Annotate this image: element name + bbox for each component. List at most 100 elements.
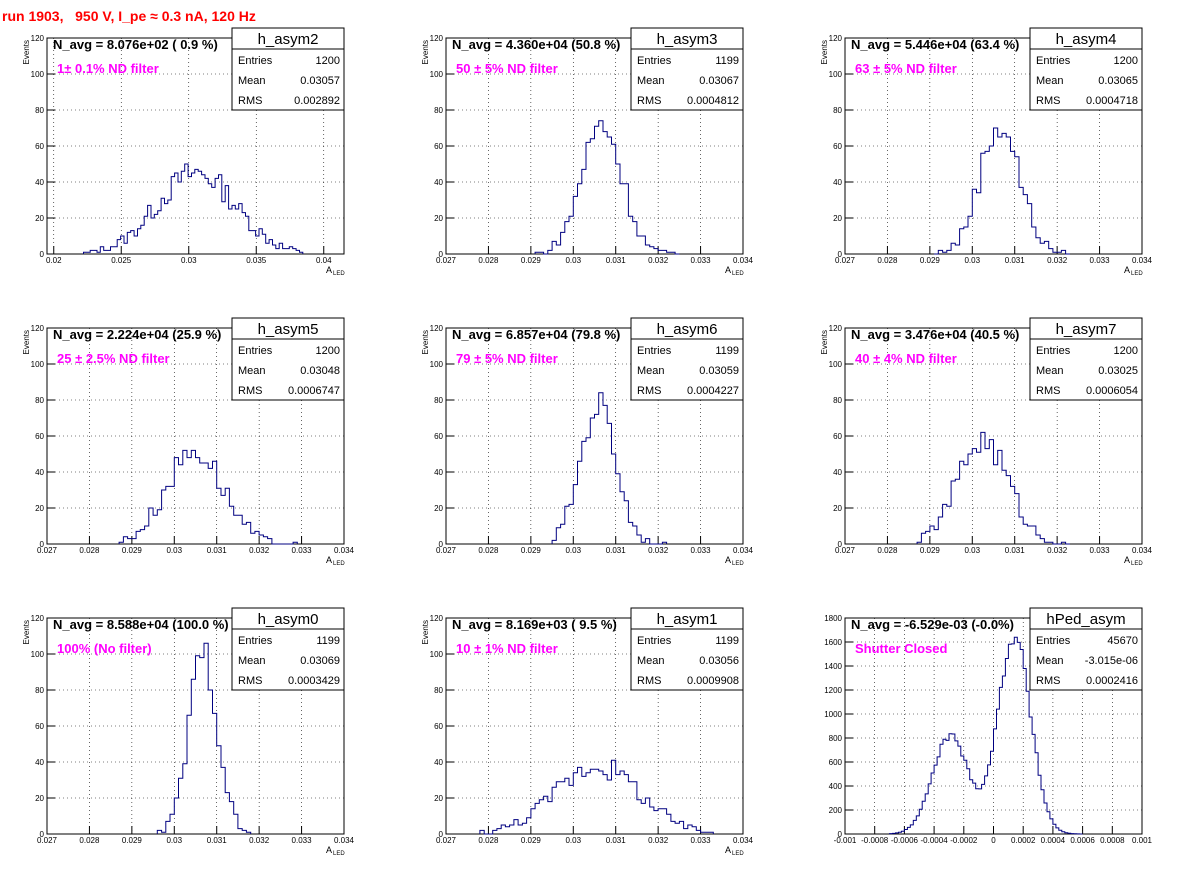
x-tick-label: 0.031: [1005, 546, 1026, 555]
histogram-name: h_asym3: [657, 31, 718, 48]
y-tick-label: 100: [31, 650, 45, 659]
stats-label: Mean: [238, 365, 266, 377]
x-axis-label: A: [725, 845, 731, 855]
stats-box: [1029, 607, 1143, 691]
y-tick-label: 0: [40, 540, 45, 549]
stats-value: 0.03056: [699, 655, 739, 667]
y-tick-label: 120: [31, 324, 45, 333]
stats-label: Mean: [637, 75, 665, 87]
histogram-name: h_asym6: [657, 321, 718, 338]
y-tick-label: 60: [434, 722, 443, 731]
x-tick-label: 0.029: [122, 836, 143, 845]
y-axis-label: Events: [421, 330, 430, 354]
stats-value: 1199: [316, 635, 340, 647]
x-tick-label: 0.031: [207, 836, 228, 845]
x-axis-label: A: [1124, 265, 1130, 275]
stats-label: Entries: [238, 635, 273, 647]
x-tick-label: 0.029: [920, 546, 941, 555]
x-tick-label: 0.029: [521, 546, 542, 555]
stats-value: 0.0004812: [687, 95, 739, 107]
stats-label: RMS: [637, 675, 661, 687]
histogram-panel: 0.027 0.028 0.029 0.03 0.031 0.032 0.033 0.034 0…: [820, 317, 1153, 567]
stats-box: [630, 607, 744, 691]
x-axis-label: A: [326, 265, 332, 275]
stats-label: Mean: [637, 655, 665, 667]
y-tick-label: 0: [439, 830, 444, 839]
navg-label: N_avg = 8.169e+03 ( 9.5 %): [452, 617, 617, 632]
filter-annotation: Shutter Closed: [855, 641, 948, 656]
x-tick-label: 0: [991, 836, 996, 845]
y-axis-label: Events: [421, 40, 430, 64]
y-tick-label: 0: [439, 250, 444, 259]
y-tick-label: 120: [430, 614, 444, 623]
navg-label: N_avg = 5.446e+04 (63.4 %): [851, 37, 1019, 52]
y-tick-label: 1800: [824, 614, 842, 623]
x-tick-label: 0.032: [249, 836, 270, 845]
y-tick-label: 0: [838, 540, 843, 549]
stats-value: 0.0004718: [1086, 95, 1138, 107]
stats-value: 1200: [1114, 55, 1138, 67]
stats-value: 0.0006747: [288, 385, 340, 397]
x-tick-label: 0.034: [733, 546, 754, 555]
y-tick-label: 60: [434, 432, 443, 441]
x-tick-label: 0.033: [1090, 256, 1111, 265]
y-axis-label: Events: [22, 40, 31, 64]
x-tick-label: 0.0006: [1070, 836, 1095, 845]
x-tick-label: 0.032: [249, 546, 270, 555]
y-tick-label: 800: [829, 734, 843, 743]
x-tick-label: 0.02: [46, 256, 62, 265]
x-tick-label: 0.033: [292, 836, 313, 845]
histogram-name: h_asym1: [657, 611, 718, 628]
y-tick-label: 40: [434, 468, 443, 477]
y-tick-label: 120: [430, 34, 444, 43]
x-tick-label: 0.034: [733, 836, 754, 845]
stats-value: 0.0003429: [288, 675, 340, 687]
navg-label: N_avg = 6.857e+04 (79.8 %): [452, 327, 620, 342]
x-tick-label: 0.033: [292, 546, 313, 555]
y-tick-label: 60: [35, 142, 44, 151]
y-tick-label: 40: [833, 468, 842, 477]
y-tick-label: 20: [434, 794, 443, 803]
stats-value: 1199: [715, 345, 739, 357]
y-tick-label: 0: [40, 250, 45, 259]
x-tick-label: 0.029: [122, 546, 143, 555]
x-tick-label: 0.03: [964, 256, 980, 265]
histogram-panel: 0.02 0.025 0.03 0.035 0.04 0 20 40 60 80 100 120Eve…: [22, 27, 345, 277]
x-tick-label: -0.0004: [921, 836, 949, 845]
stats-label: Entries: [1036, 635, 1071, 647]
stats-label: Entries: [637, 635, 672, 647]
stats-value: 0.03069: [300, 655, 340, 667]
x-tick-label: 0.029: [521, 836, 542, 845]
stats-label: RMS: [637, 385, 661, 397]
x-tick-label: 0.03: [181, 256, 197, 265]
filter-annotation: 40 ± 4% ND filter: [855, 351, 957, 366]
navg-label: N_avg = 8.076e+02 ( 0.9 %): [53, 37, 218, 52]
x-tick-label: -0.0002: [950, 836, 978, 845]
x-tick-label: 0.03: [166, 836, 182, 845]
y-tick-label: 80: [434, 106, 443, 115]
stats-label: Mean: [637, 365, 665, 377]
y-tick-label: 80: [434, 396, 443, 405]
stats-value: 1200: [1114, 345, 1138, 357]
stats-value: 1200: [316, 55, 340, 67]
x-tick-label: 0.029: [920, 256, 941, 265]
x-tick-label: 0.03: [565, 546, 581, 555]
y-tick-label: 80: [833, 106, 842, 115]
y-tick-label: 600: [829, 758, 843, 767]
x-tick-label: 0.028: [478, 836, 499, 845]
filter-annotation: 63 ± 5% ND filter: [855, 61, 957, 76]
filter-annotation: 1± 0.1% ND filter: [57, 61, 159, 76]
stats-label: Entries: [238, 55, 273, 67]
x-tick-label: 0.032: [648, 546, 669, 555]
y-tick-label: 40: [434, 758, 443, 767]
y-axis-label: Events: [820, 40, 829, 64]
y-tick-label: 60: [434, 142, 443, 151]
navg-label: N_avg = 8.588e+04 (100.0 %): [53, 617, 229, 632]
stats-label: Mean: [238, 75, 266, 87]
y-axis-label: Events: [22, 620, 31, 644]
x-tick-label: 0.033: [691, 546, 712, 555]
stats-value: 0.03025: [1098, 365, 1138, 377]
x-tick-label: 0.031: [1005, 256, 1026, 265]
x-tick-label: 0.031: [606, 546, 627, 555]
stats-value: -3.015e-06: [1085, 655, 1138, 667]
